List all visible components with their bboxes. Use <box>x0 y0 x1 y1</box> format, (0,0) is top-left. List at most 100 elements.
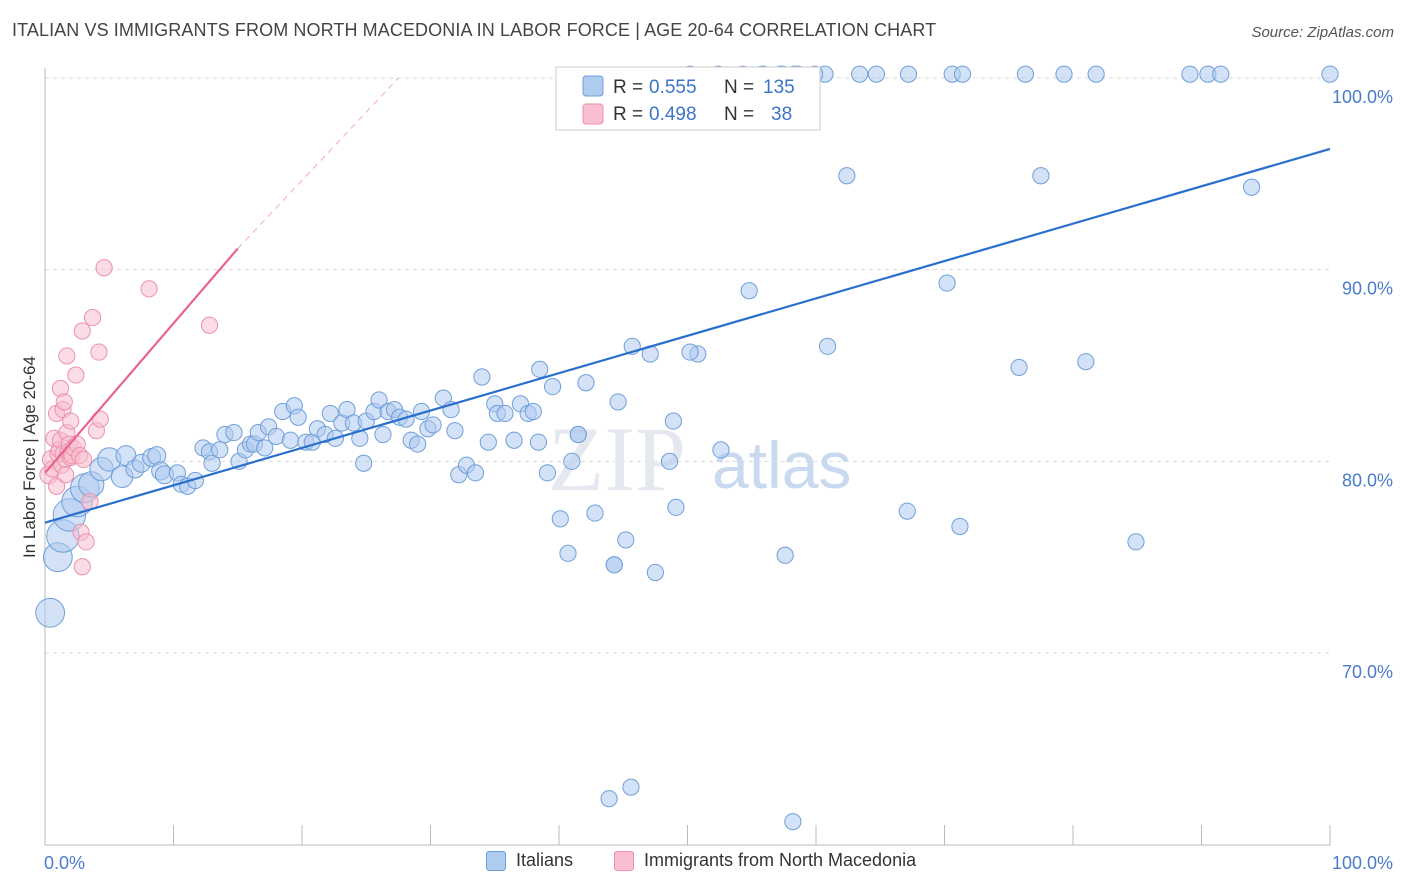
source-label: Source: ZipAtlas.com <box>1251 24 1394 41</box>
italians-point-97 <box>712 441 730 459</box>
y-tick-label-1: 90.0% <box>1342 279 1393 299</box>
italians-point-126 <box>1055 65 1073 83</box>
italians-point-79 <box>538 464 557 482</box>
italians-point-0 <box>35 597 66 628</box>
legend-macedonia-n-label: N = <box>724 104 754 125</box>
italians-point-109 <box>681 343 699 361</box>
macedonia-point-4 <box>47 477 66 495</box>
legend-italians-r-value: 0.555 <box>649 77 697 98</box>
watermark-atlas: atlas <box>712 428 851 502</box>
stats-legend: R = 0.555 N = 135 R = 0.498 N = 38 <box>555 66 821 131</box>
italians-point-69 <box>479 433 497 451</box>
data-points <box>35 65 1339 831</box>
italians-point-81 <box>551 510 569 528</box>
macedonia-point-30 <box>74 450 93 469</box>
italians-point-104 <box>1010 358 1028 377</box>
italians-point-36 <box>281 431 300 449</box>
italians-point-72 <box>496 404 514 423</box>
legend-macedonia-r-label: R = <box>613 104 643 125</box>
italians-point-26 <box>225 423 243 442</box>
italians-point-61 <box>424 416 442 434</box>
legend-item-macedonia[interactable]: Immigrants from North Macedonia <box>614 850 916 871</box>
italians-point-121 <box>867 65 885 83</box>
x-axis-ticks <box>173 825 1331 845</box>
legend-macedonia-r-value: 0.498 <box>649 104 697 125</box>
italians-point-67 <box>466 464 485 482</box>
macedonia-point-21 <box>62 412 80 430</box>
macedonia-point-31 <box>77 533 95 551</box>
legend-italians-n-value: 135 <box>763 77 795 98</box>
series-macedonia <box>39 259 219 576</box>
y-tick-label-2: 80.0% <box>1342 470 1393 490</box>
italians-point-101 <box>898 502 916 520</box>
italians-point-64 <box>446 422 464 440</box>
macedonia-trend-line <box>44 247 239 474</box>
legend-macedonia-n-value: 38 <box>771 104 792 125</box>
y-tick-label-3: 70.0% <box>1342 662 1393 682</box>
italians-point-88 <box>609 393 627 411</box>
italians-point-138 <box>600 790 618 808</box>
italians-point-95 <box>667 498 685 516</box>
italians-point-139 <box>622 778 640 796</box>
italians-point-52 <box>374 425 392 444</box>
watermark: ZIP atlas <box>548 408 851 510</box>
legend-italians-n-label: N = <box>724 77 754 98</box>
italians-point-83 <box>563 452 581 470</box>
italians-trend-line <box>44 147 1331 524</box>
italians-point-106 <box>1077 353 1095 371</box>
italians-point-102 <box>938 274 956 292</box>
italians-point-127 <box>1087 65 1105 83</box>
italians-point-124 <box>953 65 972 83</box>
macedonia-point-15 <box>56 466 75 484</box>
italians-point-108 <box>1243 178 1261 196</box>
italians-point-94 <box>664 412 682 430</box>
italians-point-120 <box>851 65 869 83</box>
italians-point-111 <box>355 454 373 472</box>
italians-point-122 <box>899 65 918 83</box>
legend-label-macedonia: Immigrants from North Macedonia <box>644 850 917 870</box>
italians-point-110 <box>605 556 623 574</box>
italians-point-99 <box>776 546 794 564</box>
macedonia-point-29 <box>73 558 91 576</box>
legend-label-italians: Italians <box>516 850 574 870</box>
italians-point-112 <box>838 167 856 185</box>
macedonia-point-37 <box>95 259 113 277</box>
series-italians <box>35 65 1339 831</box>
macedonia-point-17 <box>58 347 76 365</box>
trend-lines <box>44 77 1331 524</box>
italians-point-80 <box>543 377 562 396</box>
italians-point-34 <box>267 427 285 446</box>
italians-point-32 <box>256 439 274 457</box>
italians-point-86 <box>586 504 604 522</box>
x-tick-labels: 0.0% 100.0% <box>44 853 1393 873</box>
italians-point-137 <box>784 813 802 831</box>
italians-point-125 <box>1016 65 1035 83</box>
italians-point-100 <box>818 337 837 355</box>
macedonia-point-39 <box>200 316 219 334</box>
italians-point-107 <box>1127 533 1145 551</box>
x-tick-label-min: 0.0% <box>44 853 85 873</box>
italians-point-51 <box>370 391 388 409</box>
italians-point-78 <box>531 360 549 378</box>
italians-point-43 <box>321 404 339 423</box>
italians-point-89 <box>617 531 635 549</box>
legend-swatch-macedonia <box>614 850 634 871</box>
italians-point-68 <box>473 368 491 386</box>
macedonia-point-28 <box>73 322 91 340</box>
macedonia-point-33 <box>83 308 102 327</box>
gridlines <box>45 77 1330 654</box>
italians-point-128 <box>1181 65 1199 83</box>
x-tick-label-max: 100.0% <box>1332 853 1393 873</box>
italians-point-76 <box>524 402 542 421</box>
chart-title: ITALIAN VS IMMIGRANTS FROM NORTH MACEDON… <box>12 20 937 40</box>
italians-point-82 <box>559 544 577 562</box>
italians-point-93 <box>660 452 679 470</box>
italians-point-113 <box>569 425 587 444</box>
legend-swatch-italians <box>486 850 506 871</box>
y-tick-label-0: 100.0% <box>1332 87 1393 107</box>
italians-point-105 <box>1032 167 1050 185</box>
italians-point-98 <box>740 282 758 300</box>
macedonia-point-24 <box>67 366 85 384</box>
legend-item-italians[interactable]: Italians <box>486 850 573 871</box>
